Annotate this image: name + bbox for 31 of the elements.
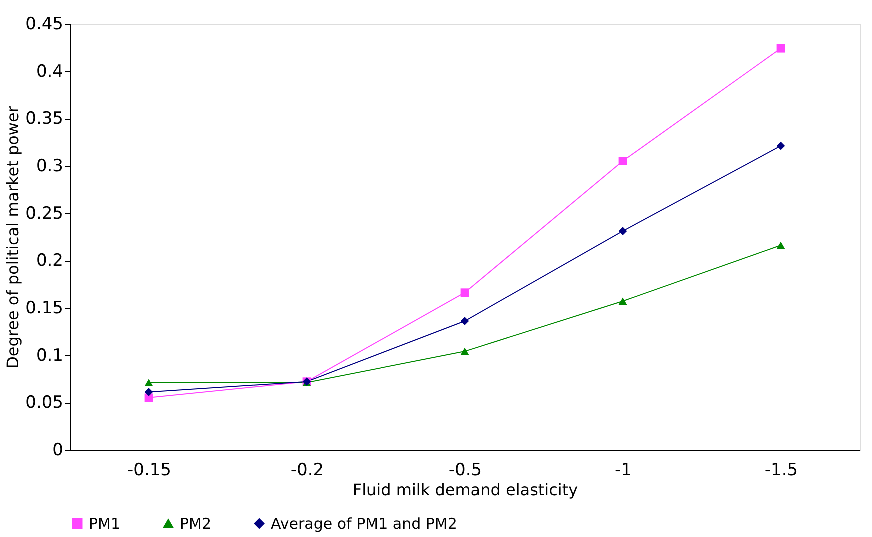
- y-tick-label: 0.3: [36, 156, 64, 176]
- point: [618, 157, 628, 166]
- point: [776, 142, 786, 150]
- point: [144, 388, 154, 396]
- y-tick-label: 0.35: [26, 109, 64, 130]
- y-tick-label: 0.45: [26, 14, 64, 34]
- x-tick-label: -1.5: [764, 460, 798, 480]
- point: [618, 298, 628, 305]
- x-tick-label: -1: [615, 460, 632, 480]
- y-tick-label: 0.4: [36, 62, 64, 82]
- legend-label: PM1: [89, 514, 121, 533]
- point: [460, 317, 470, 326]
- y-tick-label: 0.2: [36, 251, 64, 272]
- point: [144, 379, 154, 386]
- point: [460, 348, 470, 356]
- point: [776, 242, 786, 250]
- y-tick-label: 0.25: [26, 204, 64, 224]
- x-tick-label: -0.5: [448, 460, 482, 480]
- x-tick-label: -0.15: [128, 460, 172, 480]
- y-tick-label: 0.15: [26, 298, 64, 318]
- y-tick-label: 0.1: [36, 346, 64, 366]
- y-axis-title: Degree of political market power: [4, 106, 23, 369]
- y-tick-label: 0.05: [26, 393, 64, 414]
- point: [618, 227, 628, 236]
- legend-label: PM2: [180, 514, 212, 533]
- point: [460, 288, 470, 298]
- x-tick-label: -0.2: [290, 460, 324, 480]
- point: [776, 44, 786, 53]
- y-tick-label: 0: [52, 440, 64, 460]
- x-axis-title: Fluid milk demand elasticity: [352, 480, 578, 500]
- legend-label: Average of PM1 and PM2: [271, 514, 458, 533]
